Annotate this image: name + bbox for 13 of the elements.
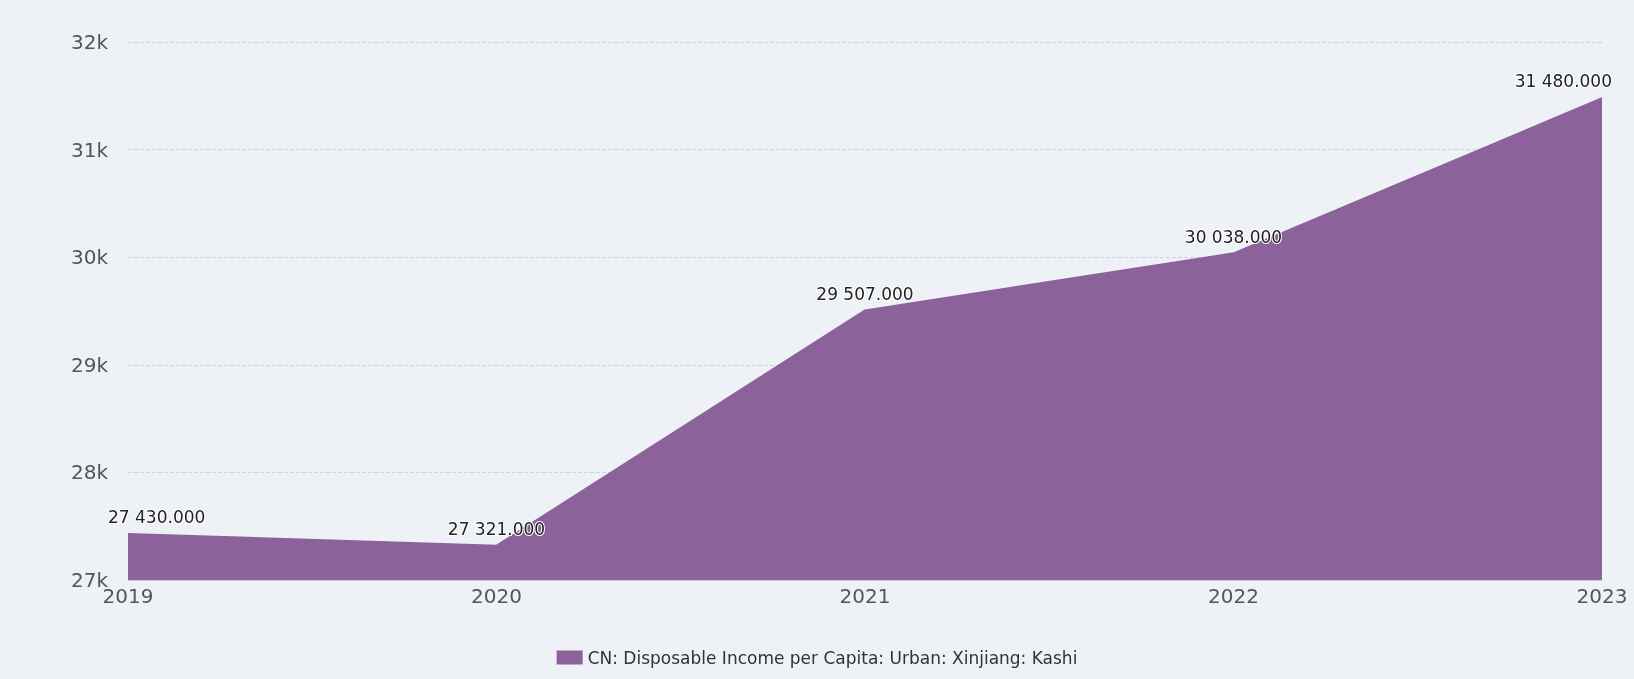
- data-label: 31 480.000: [1514, 71, 1612, 92]
- x-tick-label: 2023: [1576, 584, 1628, 608]
- x-tick-label: 2021: [839, 584, 891, 608]
- x-tick-label: 2020: [471, 584, 522, 608]
- data-label: 27 430.000: [108, 507, 206, 528]
- y-tick-label: 32k: [70, 30, 109, 54]
- data-label: 29 507.000: [816, 283, 914, 304]
- y-tick-label: 31k: [70, 137, 109, 162]
- y-tick-label: 28k: [70, 460, 109, 485]
- y-tick-label: 29k: [70, 352, 109, 377]
- y-tick-label: 30k: [70, 245, 109, 270]
- legend-label: CN: Disposable Income per Capita: Urban: Xinjiang: Kashi: [587, 647, 1078, 668]
- x-tick-label: 2022: [1208, 584, 1259, 608]
